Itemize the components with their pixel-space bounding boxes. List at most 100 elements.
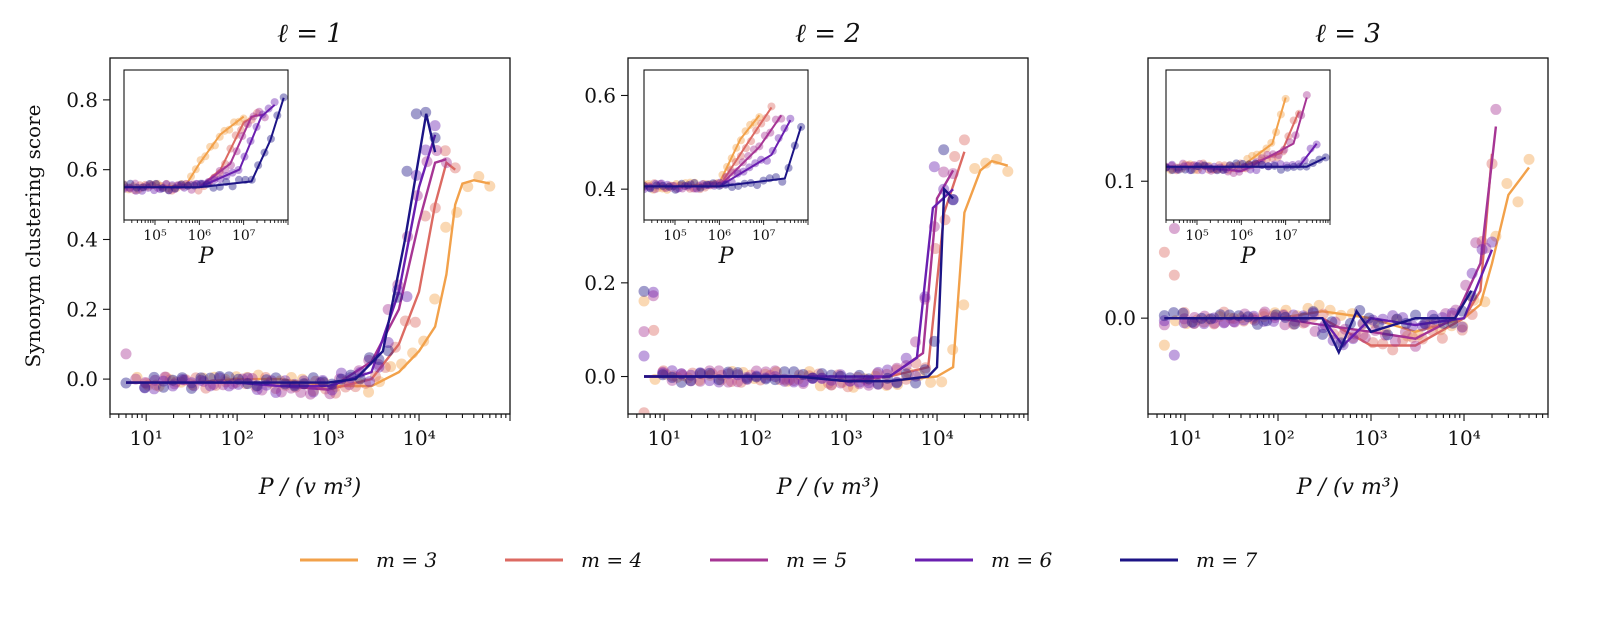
y-tick-label: 0.6: [66, 158, 98, 182]
x-tick-label: 10¹: [647, 426, 680, 450]
series-point: [227, 378, 239, 390]
series-point: [847, 381, 859, 393]
x-axis-label: P / (v m³): [776, 475, 879, 500]
series-point: [1457, 321, 1469, 333]
series-point: [1280, 304, 1292, 316]
inset-x-tick-label: 10⁶: [708, 228, 732, 244]
y-tick-label: 0.8: [66, 88, 98, 112]
inset-point: [1251, 159, 1260, 168]
series-point: [401, 291, 413, 303]
y-tick-label: 0.6: [584, 83, 616, 107]
series-point: [825, 369, 837, 381]
series-point: [304, 388, 316, 400]
series-point: [882, 364, 894, 376]
series-point: [279, 378, 291, 390]
inset-point: [767, 102, 776, 111]
inset-point: [1219, 165, 1228, 174]
series-point: [1239, 308, 1251, 320]
y-tick-label: 0.2: [66, 297, 98, 321]
series-point: [863, 379, 875, 391]
series-point: [685, 369, 697, 381]
series-point: [1178, 317, 1190, 329]
series-point: [928, 161, 940, 173]
x-tick-label: 10³: [829, 426, 862, 450]
legend-entry: m = 6: [915, 548, 1052, 572]
series-point: [1523, 153, 1535, 165]
series-point: [958, 299, 970, 311]
axes-frame: [109, 57, 511, 415]
series-point: [157, 381, 169, 393]
series-point: [1177, 307, 1189, 319]
inset-point: [690, 178, 699, 187]
inset-point: [1193, 166, 1202, 175]
inset-x-tick-label: 10⁶: [188, 228, 212, 244]
y-tick-label: 0.0: [584, 365, 616, 389]
inset: 10⁵ 10⁶ 10⁷ P: [123, 69, 289, 269]
series-point: [741, 373, 753, 385]
inset-point: [762, 113, 771, 122]
inset-point: [153, 179, 162, 188]
series-point: [1326, 316, 1338, 328]
inset-point: [1321, 153, 1330, 162]
series-point: [1198, 318, 1210, 330]
x-tick-label: 10²: [738, 426, 771, 450]
series-point: [1218, 317, 1230, 329]
inset-point: [744, 152, 753, 161]
series-point: [1302, 302, 1314, 314]
inset-x-tick-label: 10⁵: [663, 228, 687, 244]
series-point: [814, 380, 826, 392]
series-point: [737, 367, 749, 379]
series-point: [781, 375, 793, 387]
series-point: [1317, 328, 1329, 340]
series-point: [1208, 318, 1220, 330]
series-point: [330, 387, 342, 399]
series-point: [1436, 332, 1448, 344]
series-point: [947, 344, 959, 356]
series-point: [638, 285, 650, 297]
series-point: [647, 286, 659, 298]
series-point: [949, 150, 961, 162]
series-point: [803, 366, 815, 378]
legend-entry: m = 4: [505, 548, 642, 572]
series-point: [1363, 312, 1375, 324]
series-point: [638, 407, 650, 414]
series-point: [1359, 332, 1371, 344]
series-point: [120, 348, 132, 360]
series-point: [439, 145, 451, 157]
series-point: [788, 366, 800, 378]
series-point: [938, 144, 950, 156]
inset-point: [145, 179, 154, 188]
inset-line: [1166, 156, 1327, 168]
series-point: [382, 345, 394, 357]
series-point: [324, 388, 336, 400]
legend-label: m = 3: [376, 548, 437, 572]
series-point: [745, 369, 757, 381]
inset-point: [132, 186, 141, 195]
series-point: [760, 366, 772, 378]
inset-point: [264, 104, 273, 113]
x-tick-label: 10⁴: [920, 426, 953, 450]
series-point: [1387, 344, 1399, 356]
series-point: [1466, 308, 1478, 320]
series-point: [148, 371, 160, 383]
series-point: [900, 352, 912, 364]
inset-point: [1187, 166, 1196, 175]
legend-label: m = 7: [1196, 548, 1257, 572]
series-point: [657, 369, 669, 381]
series-point: [1476, 244, 1488, 256]
inset-plot-area: [644, 102, 806, 194]
series-point: [1258, 308, 1270, 320]
series-point: [1470, 237, 1482, 249]
series-point: [1218, 306, 1230, 318]
series-point: [769, 365, 781, 377]
panel-title: ℓ = 1: [277, 19, 343, 49]
series-point: [1309, 325, 1321, 337]
y-tick-label: 0.4: [584, 177, 616, 201]
series-point: [1158, 339, 1170, 351]
inset-point: [130, 186, 139, 195]
series-point: [410, 108, 422, 120]
inset-x-axis-label: P: [1240, 244, 1257, 269]
series-point: [657, 366, 669, 378]
series-point: [139, 381, 151, 393]
